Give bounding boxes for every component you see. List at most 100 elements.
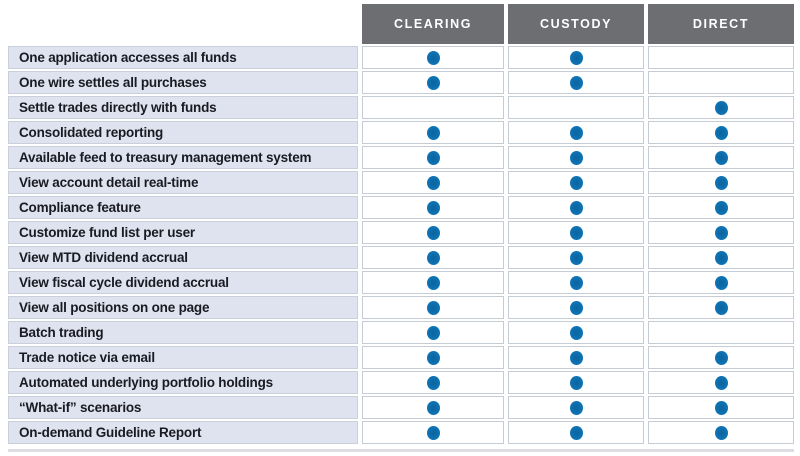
feature-dot-icon (426, 250, 440, 265)
feature-available-cell (648, 371, 794, 394)
feature-available-cell (648, 146, 794, 169)
feature-dot-icon (714, 125, 728, 140)
feature-dot-icon (714, 150, 728, 165)
feature-dot-icon (569, 225, 583, 240)
feature-label: Customize fund list per user (8, 221, 358, 244)
feature-unavailable-cell (508, 96, 644, 119)
feature-dot-icon (569, 375, 583, 390)
column-header-direct: DIRECT (648, 4, 794, 44)
feature-unavailable-cell (362, 96, 504, 119)
feature-dot-icon (426, 175, 440, 190)
feature-available-cell (508, 71, 644, 94)
feature-dot-icon (569, 200, 583, 215)
feature-available-cell (362, 246, 504, 269)
feature-available-cell (508, 246, 644, 269)
feature-dot-icon (714, 200, 728, 215)
feature-available-cell (362, 396, 504, 419)
feature-dot-icon (426, 50, 440, 65)
feature-available-cell (508, 171, 644, 194)
feature-dot-icon (426, 400, 440, 415)
feature-label: View MTD dividend accrual (8, 246, 358, 269)
feature-available-cell (648, 246, 794, 269)
feature-available-cell (508, 196, 644, 219)
feature-available-cell (508, 146, 644, 169)
feature-dot-icon (426, 75, 440, 90)
feature-dot-icon (569, 350, 583, 365)
feature-available-cell (362, 321, 504, 344)
feature-label: View all positions on one page (8, 296, 358, 319)
feature-available-cell (508, 421, 644, 444)
feature-dot-icon (426, 425, 440, 440)
feature-available-cell (362, 296, 504, 319)
feature-available-cell (508, 221, 644, 244)
feature-available-cell (508, 46, 644, 69)
feature-label: Automated underlying portfolio holdings (8, 371, 358, 394)
feature-dot-icon (426, 225, 440, 240)
feature-dot-icon (569, 75, 583, 90)
feature-available-cell (508, 396, 644, 419)
feature-unavailable-cell (648, 46, 794, 69)
feature-available-cell (648, 271, 794, 294)
feature-label: View fiscal cycle dividend accrual (8, 271, 358, 294)
feature-label: Compliance feature (8, 196, 358, 219)
feature-available-cell (362, 346, 504, 369)
feature-available-cell (648, 296, 794, 319)
feature-dot-icon (426, 300, 440, 315)
feature-available-cell (648, 421, 794, 444)
feature-available-cell (362, 196, 504, 219)
feature-dot-icon (714, 350, 728, 365)
feature-unavailable-cell (648, 321, 794, 344)
feature-available-cell (648, 121, 794, 144)
feature-available-cell (648, 221, 794, 244)
feature-label: “What-if” scenarios (8, 396, 358, 419)
feature-available-cell (508, 321, 644, 344)
feature-dot-icon (714, 425, 728, 440)
feature-dot-icon (426, 275, 440, 290)
feature-available-cell (362, 46, 504, 69)
feature-available-cell (362, 371, 504, 394)
feature-dot-icon (714, 375, 728, 390)
feature-dot-icon (426, 125, 440, 140)
feature-available-cell (362, 221, 504, 244)
feature-available-cell (508, 371, 644, 394)
feature-dot-icon (426, 375, 440, 390)
feature-dot-icon (714, 250, 728, 265)
feature-available-cell (648, 171, 794, 194)
feature-dot-icon (569, 400, 583, 415)
feature-dot-icon (569, 275, 583, 290)
feature-dot-icon (714, 100, 728, 115)
feature-available-cell (508, 346, 644, 369)
feature-available-cell (648, 96, 794, 119)
feature-dot-icon (714, 275, 728, 290)
feature-dot-icon (569, 175, 583, 190)
feature-available-cell (508, 296, 644, 319)
feature-available-cell (362, 271, 504, 294)
column-header-custody: CUSTODY (508, 4, 644, 44)
feature-dot-icon (569, 150, 583, 165)
feature-label: Consolidated reporting (8, 121, 358, 144)
feature-dot-icon (426, 325, 440, 340)
feature-available-cell (648, 396, 794, 419)
feature-available-cell (508, 121, 644, 144)
feature-dot-icon (714, 300, 728, 315)
feature-available-cell (362, 421, 504, 444)
feature-dot-icon (714, 225, 728, 240)
feature-label: Available feed to treasury management sy… (8, 146, 358, 169)
feature-dot-icon (714, 175, 728, 190)
feature-available-cell (362, 171, 504, 194)
feature-available-cell (362, 146, 504, 169)
feature-label: One wire settles all purchases (8, 71, 358, 94)
feature-dot-icon (569, 300, 583, 315)
feature-dot-icon (714, 400, 728, 415)
feature-dot-icon (426, 200, 440, 215)
feature-dot-icon (569, 250, 583, 265)
feature-dot-icon (426, 150, 440, 165)
column-header-clearing: CLEARING (362, 4, 504, 44)
feature-available-cell (648, 346, 794, 369)
feature-label: Settle trades directly with funds (8, 96, 358, 119)
feature-available-cell (508, 271, 644, 294)
feature-available-cell (362, 121, 504, 144)
feature-available-cell (362, 71, 504, 94)
table-bottom-border (8, 449, 794, 452)
feature-comparison-table: CLEARING CUSTODY DIRECT One application acc… (8, 4, 794, 444)
